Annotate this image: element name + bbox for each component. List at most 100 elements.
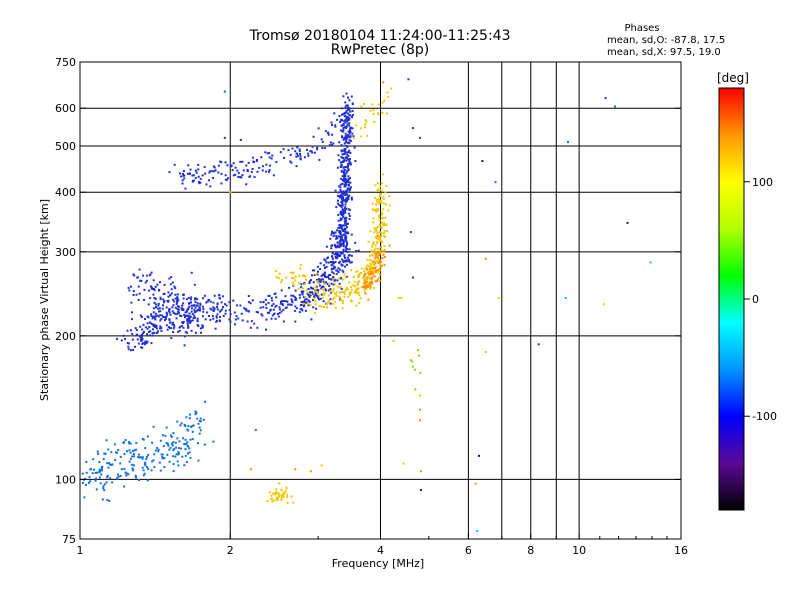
echo-point (272, 308, 275, 311)
echo-point (291, 281, 294, 284)
echo-point (206, 311, 209, 314)
echo-point (234, 173, 237, 176)
echo-point (377, 209, 380, 212)
echo-point (375, 210, 378, 213)
echo-point (252, 156, 255, 159)
echo-point (375, 252, 378, 255)
echo-point (316, 296, 319, 299)
echo-point (339, 233, 342, 236)
echo-point (294, 468, 297, 471)
echo-point (295, 155, 298, 158)
echo-point (269, 308, 272, 311)
colorbar (718, 87, 745, 511)
echo-point (345, 197, 348, 200)
echo-point (142, 469, 145, 472)
echo-point (346, 141, 349, 144)
echo-point (299, 153, 301, 155)
echo-point (283, 491, 286, 494)
echo-point (157, 304, 160, 307)
echo-point (126, 342, 129, 345)
echo-point (161, 314, 164, 317)
echo-point (274, 305, 277, 308)
echo-point (146, 455, 148, 458)
echo-point (339, 243, 342, 246)
y-axis-label: Stationary phase Virtual Height [km] (38, 199, 51, 401)
echo-point (283, 156, 285, 159)
echo-point (169, 321, 171, 324)
echo-point (168, 460, 171, 463)
echo-point (222, 314, 225, 317)
echo-point (180, 315, 183, 317)
echo-point (237, 175, 240, 178)
echo-point (163, 301, 165, 304)
echo-point (371, 281, 374, 284)
echo-point (328, 285, 331, 287)
echo-point (272, 492, 275, 495)
echo-point (299, 267, 302, 270)
echo-point (194, 297, 197, 300)
echo-point (194, 410, 197, 413)
echo-point (150, 287, 153, 290)
echo-point (298, 293, 301, 296)
echo-point (81, 472, 84, 475)
echo-point (185, 298, 188, 301)
echo-point (192, 424, 195, 427)
echo-point (334, 273, 337, 276)
echo-point (282, 308, 285, 311)
echo-point (365, 278, 368, 280)
echo-point (347, 96, 349, 99)
echo-point (343, 148, 346, 150)
echo-point (290, 277, 293, 280)
echo-point (125, 472, 128, 475)
echo-point (245, 308, 248, 311)
echo-point (143, 472, 146, 475)
echo-point (327, 274, 330, 277)
echo-point (93, 468, 95, 471)
echo-point (287, 149, 290, 152)
echo-point (168, 308, 171, 311)
echo-point (268, 156, 271, 159)
echo-point (199, 429, 202, 432)
echo-point (305, 301, 308, 304)
echo-point (278, 306, 281, 309)
echo-point (268, 151, 271, 154)
echo-point (177, 298, 180, 301)
echo-point (161, 434, 164, 437)
echo-point (336, 285, 339, 288)
echo-point (153, 466, 156, 469)
echo-point (327, 133, 330, 136)
echo-point (184, 443, 187, 446)
echo-point (374, 280, 377, 283)
echo-point (377, 112, 380, 115)
echo-point (280, 310, 283, 313)
echo-point (330, 268, 333, 271)
echo-point (147, 453, 150, 456)
echo-point (350, 196, 353, 199)
echo-point (245, 183, 248, 186)
echo-point (162, 293, 165, 295)
echo-point (285, 306, 288, 309)
echo-point (240, 176, 243, 179)
echo-point (302, 305, 305, 308)
echo-point (385, 223, 388, 226)
echo-point (378, 251, 381, 254)
echo-point (146, 333, 148, 336)
echo-point (175, 302, 178, 305)
echo-point (314, 286, 317, 288)
echo-point (342, 149, 345, 152)
echo-point (377, 271, 380, 274)
echo-point (160, 329, 163, 332)
echo-point (374, 257, 377, 260)
echo-point (265, 318, 268, 321)
echo-point (262, 306, 265, 309)
echo-point (130, 285, 132, 288)
echo-point (229, 191, 232, 194)
echo-point (172, 304, 175, 307)
echo-point (266, 500, 269, 503)
echo-point (137, 298, 140, 301)
echo-point (366, 283, 369, 286)
echo-point (352, 284, 355, 287)
echo-point (341, 264, 344, 267)
echo-point (346, 247, 349, 250)
echo-point (308, 280, 311, 283)
